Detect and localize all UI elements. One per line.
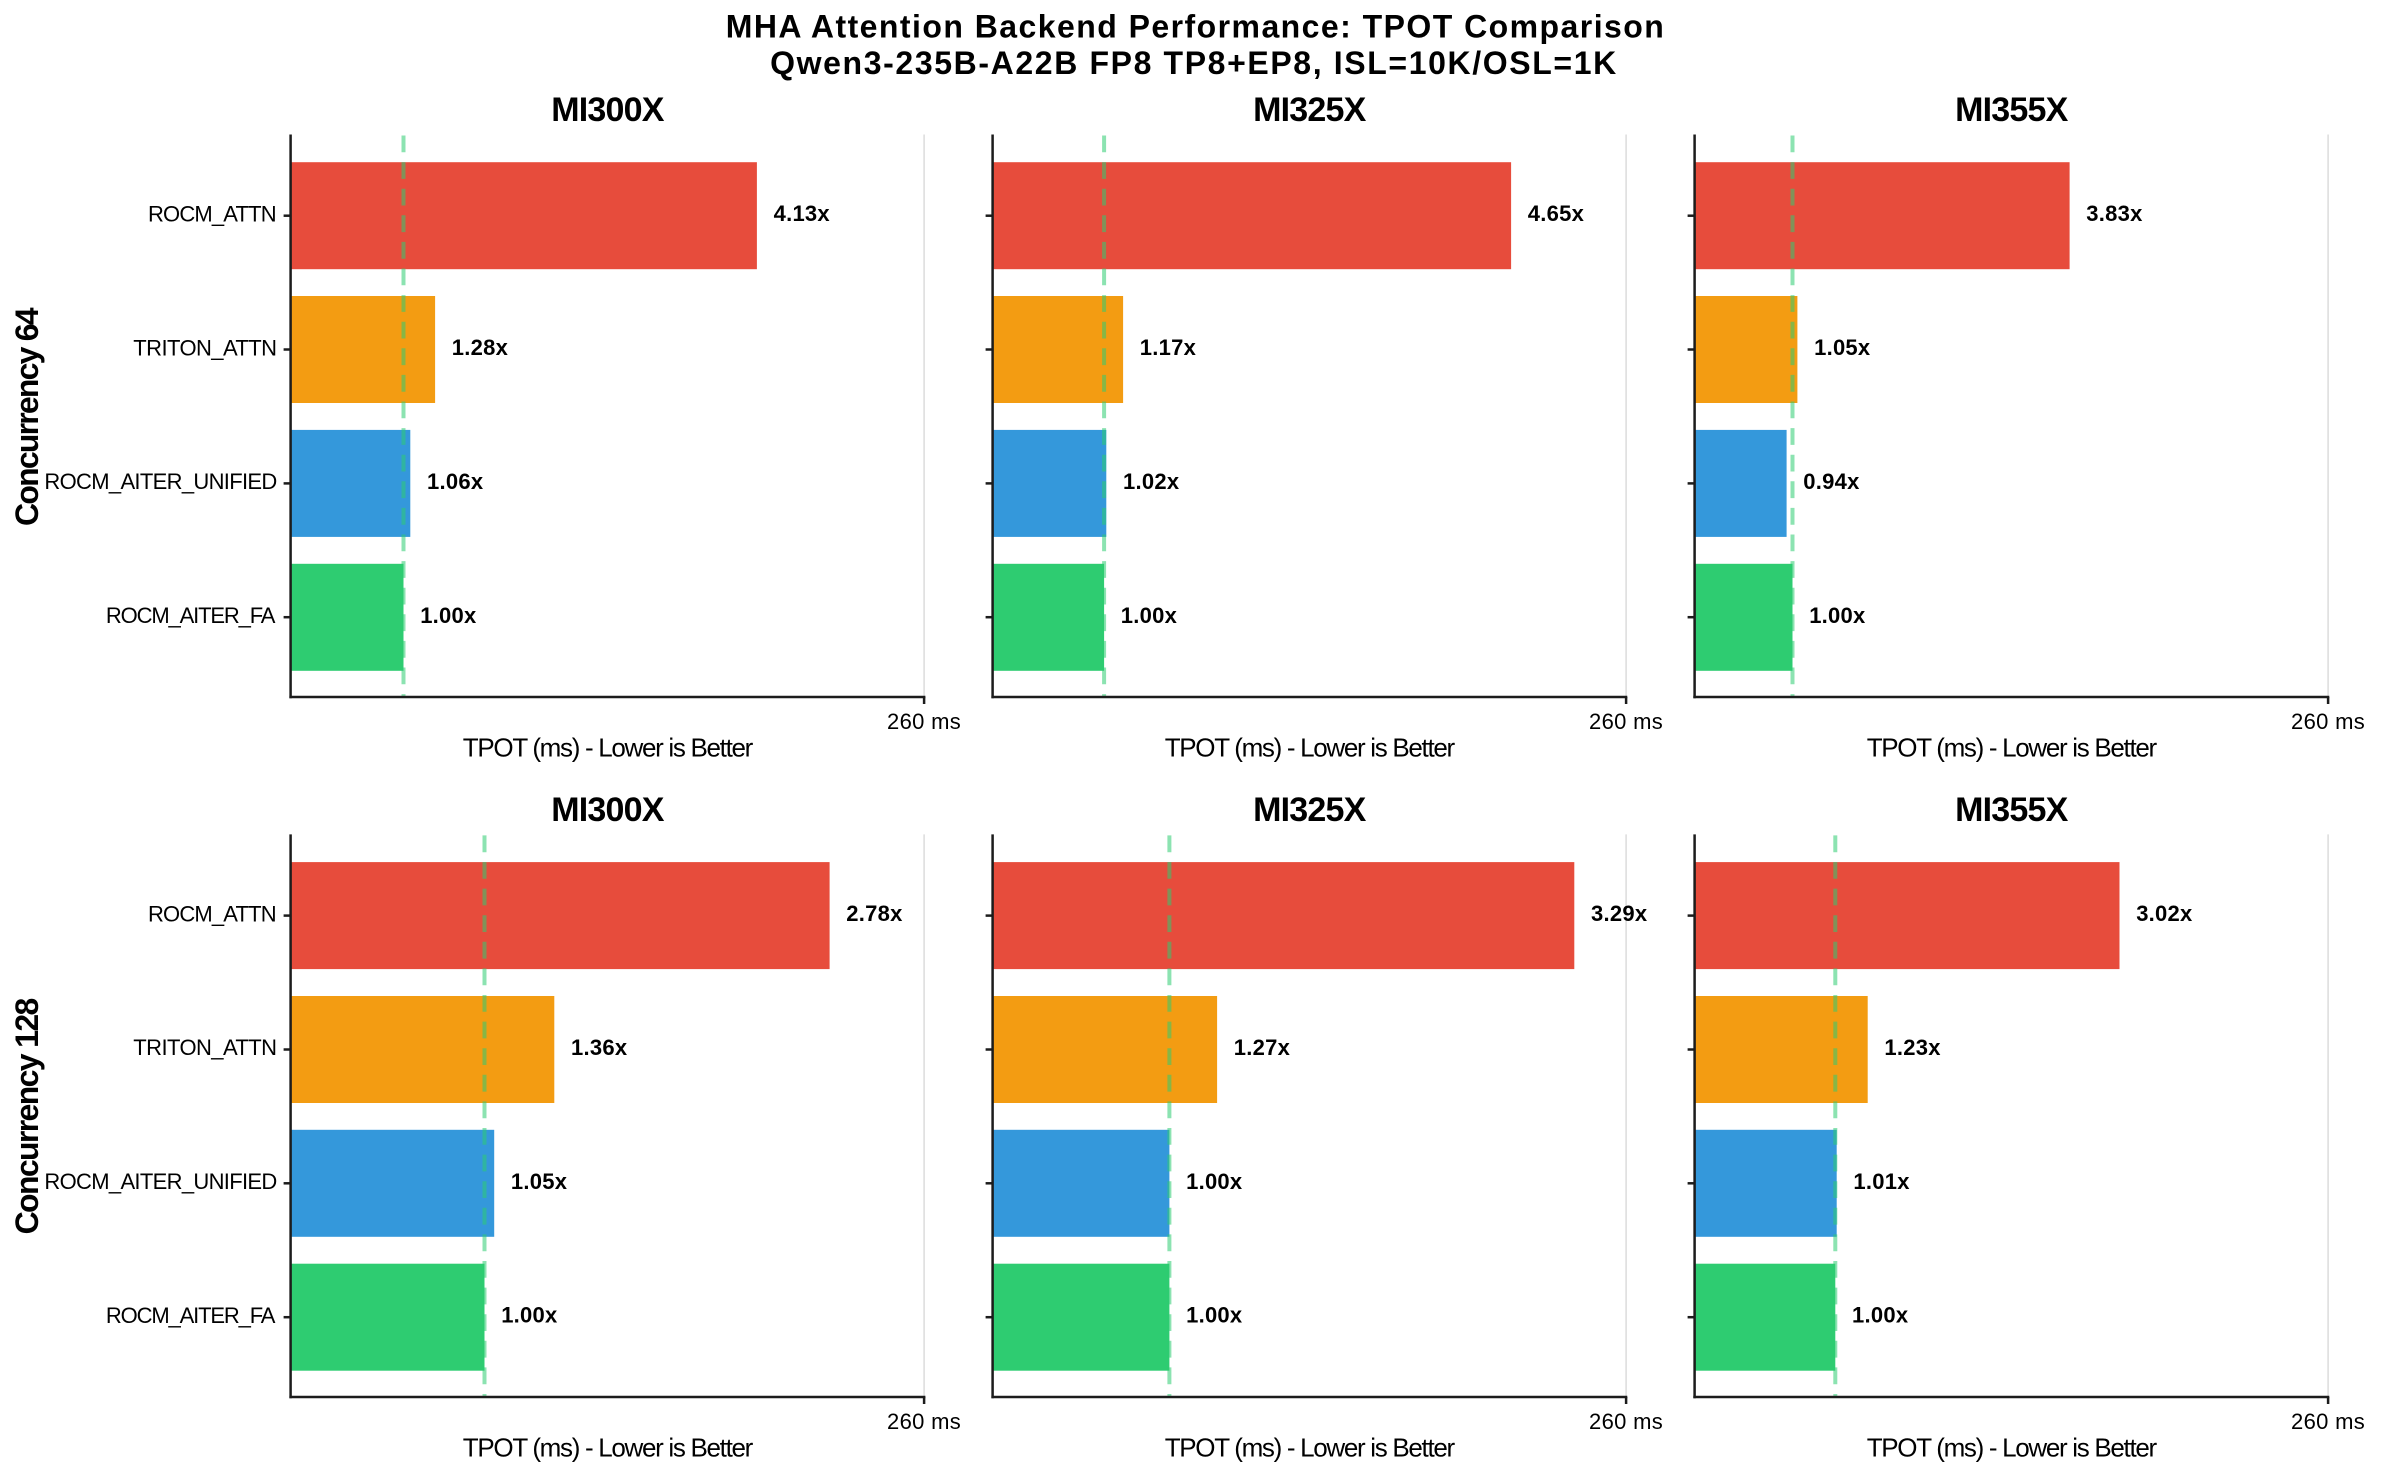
svg-text:1.02x: 1.02x [1123,469,1180,494]
svg-text:1.00x: 1.00x [1121,603,1178,628]
svg-text:1.28x: 1.28x [452,335,509,360]
svg-text:1.06x: 1.06x [427,469,484,494]
svg-text:3.83x: 3.83x [2086,201,2143,226]
svg-text:MI300X: MI300X [551,791,664,829]
svg-text:260 ms: 260 ms [1589,709,1663,734]
svg-text:1.05x: 1.05x [511,1169,568,1194]
svg-text:1.36x: 1.36x [571,1035,628,1060]
svg-text:TPOT (ms) - Lower is Better: TPOT (ms) - Lower is Better [463,733,754,763]
svg-text:TPOT (ms) - Lower is Better: TPOT (ms) - Lower is Better [1165,1433,1456,1463]
svg-text:1.27x: 1.27x [1234,1035,1291,1060]
svg-text:260 ms: 260 ms [2291,709,2365,734]
svg-text:ROCM_AITER_FA: ROCM_AITER_FA [106,1303,276,1328]
svg-text:260 ms: 260 ms [1589,1409,1663,1434]
svg-text:MI355X: MI355X [1955,791,2068,829]
svg-text:ROCM_ATTN: ROCM_ATTN [148,901,276,926]
svg-text:1.00x: 1.00x [1852,1303,1909,1328]
svg-text:1.05x: 1.05x [1814,335,1871,360]
svg-text:Qwen3-235B-A22B FP8 TP8+EP8, I: Qwen3-235B-A22B FP8 TP8+EP8, ISL=10K/OSL… [770,45,1618,81]
svg-text:TPOT (ms) - Lower is Better: TPOT (ms) - Lower is Better [1165,733,1456,763]
svg-text:1.00x: 1.00x [1809,603,1866,628]
svg-text:0.94x: 0.94x [1803,469,1860,494]
svg-text:MI300X: MI300X [551,91,664,129]
svg-text:MI325X: MI325X [1253,91,1366,129]
svg-text:1.01x: 1.01x [1853,1169,1910,1194]
svg-text:3.02x: 3.02x [2136,901,2193,926]
svg-text:MI325X: MI325X [1253,791,1366,829]
svg-text:ROCM_ATTN: ROCM_ATTN [148,202,276,227]
svg-text:1.23x: 1.23x [1884,1035,1941,1060]
svg-text:1.17x: 1.17x [1140,335,1197,360]
svg-text:1.00x: 1.00x [501,1303,558,1328]
svg-text:3.29x: 3.29x [1591,901,1648,926]
svg-text:TRITON_ATTN: TRITON_ATTN [133,1035,276,1060]
svg-text:4.13x: 4.13x [774,201,831,226]
svg-text:TPOT (ms) - Lower is Better: TPOT (ms) - Lower is Better [463,1433,754,1463]
svg-text:ROCM_AITER_FA: ROCM_AITER_FA [106,603,276,628]
svg-text:TPOT (ms) - Lower is Better: TPOT (ms) - Lower is Better [1867,733,2158,763]
svg-text:260 ms: 260 ms [887,1409,961,1434]
svg-text:260 ms: 260 ms [2291,1409,2365,1434]
svg-text:260 ms: 260 ms [887,709,961,734]
svg-text:4.65x: 4.65x [1528,201,1585,226]
svg-text:TPOT (ms) - Lower is Better: TPOT (ms) - Lower is Better [1867,1433,2158,1463]
svg-text:1.00x: 1.00x [1186,1169,1243,1194]
svg-text:ROCM_AITER_UNIFIED: ROCM_AITER_UNIFIED [44,469,276,494]
svg-text:Concurrency 128: Concurrency 128 [9,999,45,1235]
svg-text:MHA Attention Backend Performa: MHA Attention Backend Performance: TPOT … [726,9,1666,45]
svg-text:Concurrency 64: Concurrency 64 [9,307,45,526]
svg-text:2.78x: 2.78x [846,901,903,926]
svg-text:ROCM_AITER_UNIFIED: ROCM_AITER_UNIFIED [44,1169,276,1194]
svg-text:TRITON_ATTN: TRITON_ATTN [133,335,276,360]
svg-text:MI355X: MI355X [1955,91,2068,129]
svg-text:1.00x: 1.00x [1186,1303,1243,1328]
svg-text:1.00x: 1.00x [420,603,477,628]
